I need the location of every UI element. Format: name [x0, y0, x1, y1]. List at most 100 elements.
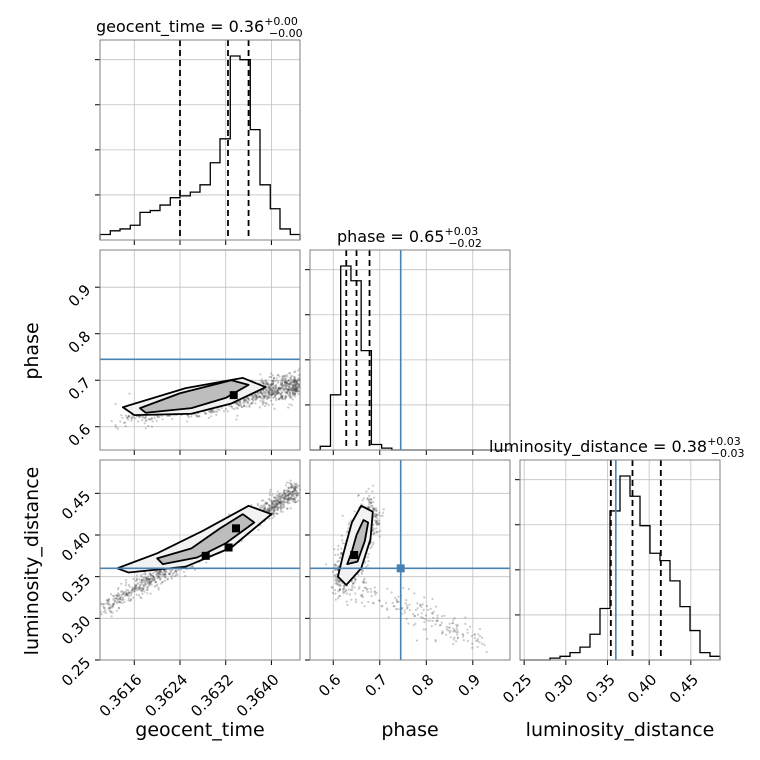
sample-point [139, 596, 142, 599]
sample-point [271, 388, 274, 391]
sample-point [287, 379, 290, 382]
sample-point [435, 605, 438, 608]
sample-point [270, 500, 273, 504]
sample-point [283, 495, 286, 499]
sample-point [288, 496, 291, 499]
sample-point [284, 391, 287, 394]
sample-point [128, 415, 131, 418]
sample-point [290, 388, 293, 391]
sample-point [289, 383, 292, 386]
sample-point [341, 542, 345, 545]
sample-point [147, 578, 150, 581]
sample-point [276, 389, 279, 392]
sample-point [268, 494, 271, 497]
sample-point [437, 619, 440, 622]
sample-point [171, 574, 174, 577]
sample-point [407, 588, 410, 591]
sample-point [275, 385, 278, 388]
sample-point [368, 503, 371, 506]
sample-point [271, 504, 274, 507]
sample-point [375, 591, 378, 594]
sample-point [461, 633, 464, 636]
sample-point [274, 502, 277, 505]
sample-point [262, 399, 265, 402]
sample-point [287, 487, 290, 490]
sample-point [293, 388, 296, 391]
sample-point [277, 373, 280, 376]
sample-point [276, 506, 279, 509]
sample-point [160, 582, 163, 585]
sample-point [296, 387, 300, 390]
sample-point [294, 488, 297, 491]
sample-point [109, 605, 112, 609]
sample-point [267, 392, 270, 396]
sample-point [256, 396, 259, 399]
sample-point [134, 589, 137, 592]
sample-point [278, 397, 281, 400]
sample-point [268, 388, 271, 391]
sample-point [284, 375, 287, 378]
sample-point [271, 392, 274, 395]
sample-point [367, 600, 370, 604]
sample-point [278, 392, 281, 395]
sample-point [295, 382, 298, 385]
sample-point [273, 396, 276, 399]
sample-point [250, 397, 253, 400]
sample-point [357, 573, 360, 576]
sample-point [267, 390, 270, 393]
sample-point [119, 601, 122, 604]
sample-point [293, 376, 296, 379]
sample-point [140, 578, 143, 581]
sample-point [177, 568, 180, 572]
sample-point [203, 411, 206, 414]
sample-point [168, 572, 171, 575]
sample-point [236, 403, 239, 406]
sample-point [294, 498, 297, 502]
sample-point [250, 401, 253, 404]
sample-point [142, 587, 145, 590]
sample-point [163, 575, 166, 578]
sample-point [277, 502, 280, 505]
sample-point [415, 608, 418, 612]
sample-point [131, 589, 134, 592]
sample-point [151, 575, 154, 578]
sample-point [346, 592, 349, 595]
sample-point [258, 395, 261, 398]
sample-point [153, 578, 156, 581]
sample-point [143, 417, 146, 420]
sample-point [282, 374, 285, 377]
sample-point [147, 577, 150, 580]
sample-point [282, 397, 285, 400]
sample-point [102, 605, 105, 609]
sample-point [115, 594, 118, 597]
sample-point [264, 502, 267, 505]
sample-point [296, 389, 299, 392]
sample-point [271, 502, 274, 505]
sample-point [469, 625, 472, 628]
sample-point [260, 397, 263, 400]
sample-point [155, 570, 158, 573]
sample-point [127, 597, 130, 600]
sample-point [228, 513, 231, 516]
sample-point [254, 393, 257, 396]
sample-point [258, 395, 261, 398]
sample-point [274, 388, 277, 391]
sample-point [324, 563, 328, 566]
sample-point [363, 577, 366, 581]
sample-point [260, 506, 263, 509]
sample-point [134, 579, 138, 583]
sample-point [152, 574, 155, 577]
sample-point [267, 386, 270, 389]
sample-point [408, 603, 411, 607]
sample-point [354, 600, 358, 604]
sample-point [144, 427, 147, 430]
sample-point [348, 521, 351, 524]
sample-point [416, 613, 420, 616]
sample-point [289, 396, 292, 399]
sample-point [186, 420, 189, 423]
sample-point [293, 380, 296, 383]
sample-point [295, 495, 298, 498]
sample-point [247, 398, 250, 401]
sample-point [434, 623, 437, 626]
sample-point [163, 569, 166, 572]
